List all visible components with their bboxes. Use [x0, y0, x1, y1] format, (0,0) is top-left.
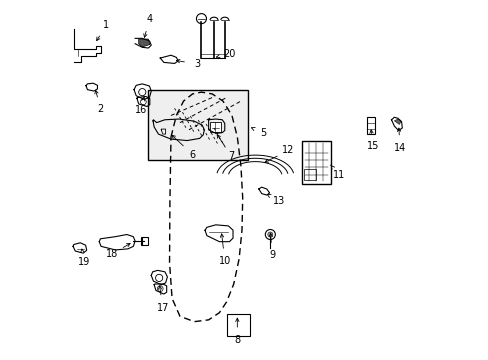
- Bar: [140, 237, 147, 245]
- Text: 3: 3: [194, 59, 200, 69]
- Text: 4: 4: [146, 14, 153, 24]
- Text: 20: 20: [223, 49, 235, 59]
- Bar: [210, 122, 221, 132]
- Text: 16: 16: [135, 105, 147, 115]
- Text: 7: 7: [228, 151, 234, 161]
- Text: 9: 9: [268, 250, 275, 260]
- Text: 15: 15: [366, 141, 378, 151]
- Text: 10: 10: [218, 256, 230, 266]
- Text: 14: 14: [393, 143, 405, 153]
- Bar: [301, 140, 330, 184]
- Text: 8: 8: [234, 335, 240, 345]
- Text: 13: 13: [272, 196, 285, 206]
- Text: 2: 2: [98, 104, 104, 114]
- Circle shape: [267, 232, 272, 237]
- Bar: [147, 90, 247, 160]
- Text: 1: 1: [103, 20, 109, 30]
- Bar: [226, 315, 249, 336]
- Text: 19: 19: [78, 257, 90, 267]
- Text: 12: 12: [282, 145, 294, 156]
- Polygon shape: [139, 39, 149, 47]
- Text: 11: 11: [332, 170, 344, 180]
- Text: 17: 17: [156, 302, 168, 312]
- Text: 18: 18: [106, 249, 118, 259]
- Polygon shape: [394, 119, 400, 125]
- Bar: [366, 117, 374, 134]
- Text: 6: 6: [189, 149, 195, 159]
- Text: 5: 5: [260, 128, 266, 138]
